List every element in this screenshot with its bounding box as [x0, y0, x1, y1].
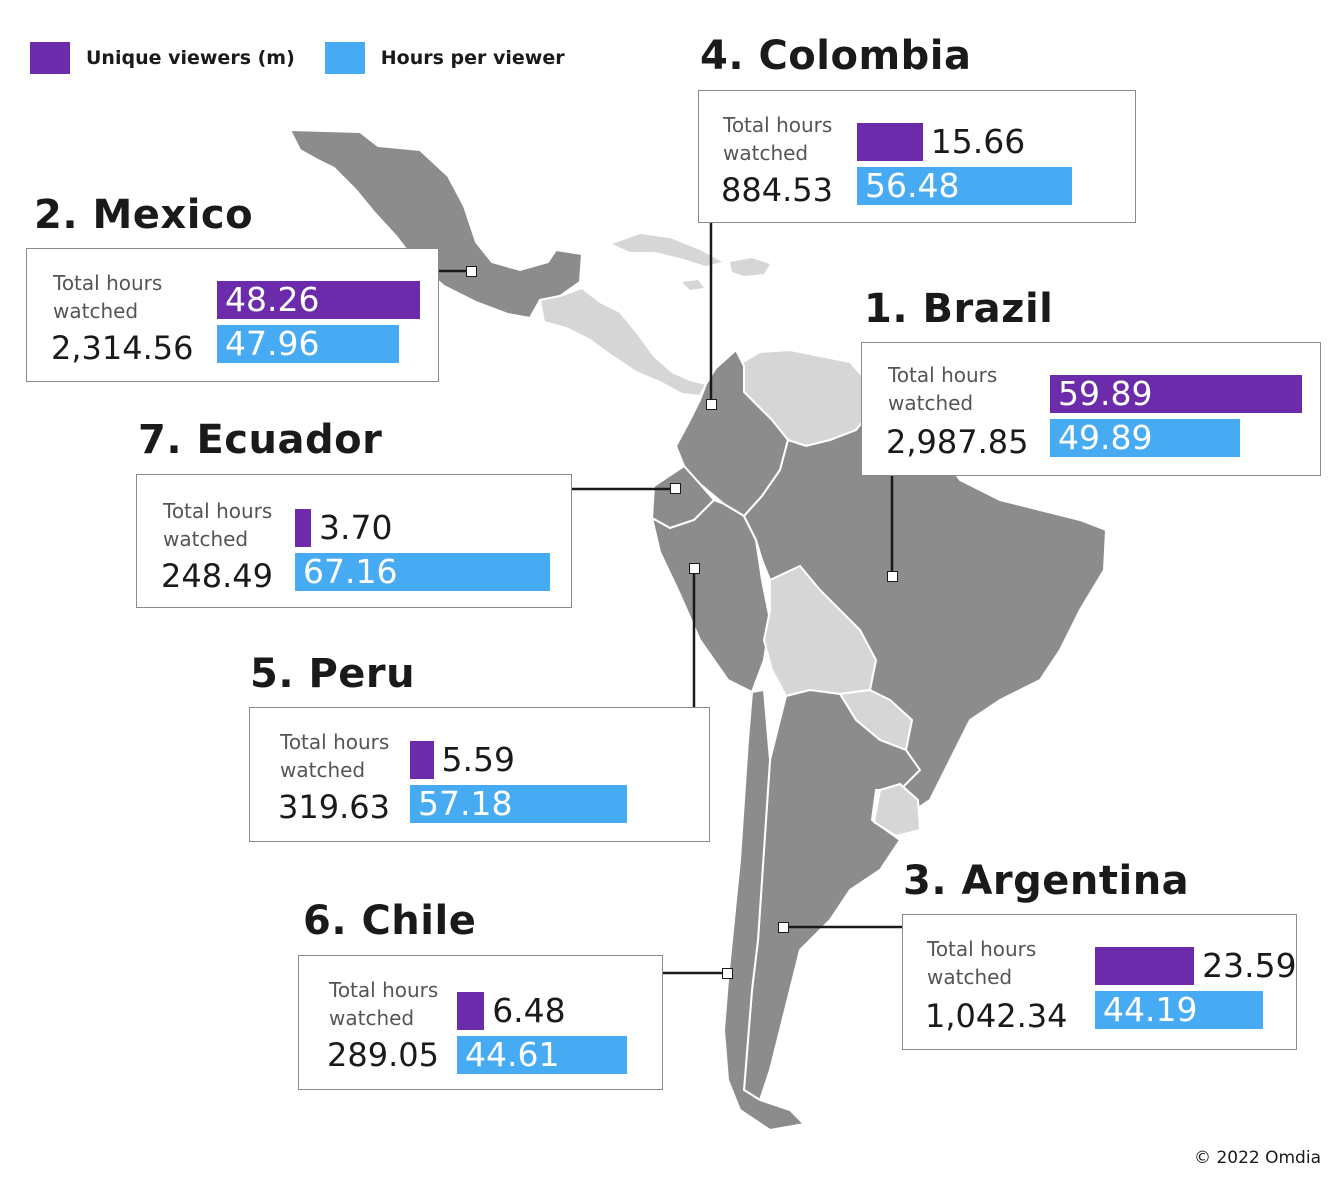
unique-viewers-value: 59.89: [1058, 374, 1153, 413]
country-title: 1. Brazil: [864, 286, 1054, 332]
country-title: 4. Colombia: [700, 33, 972, 79]
country-card: Total hours watched 248.49 3.70 67.16: [136, 474, 572, 608]
total-hours-value: 884.53: [721, 171, 833, 209]
hours-per-viewer-value: 44.61: [465, 1035, 560, 1074]
hours-per-viewer-bar: [217, 325, 400, 363]
copyright-notice: © 2022 Omdia: [1194, 1148, 1321, 1168]
uruguay-shape: [872, 782, 922, 838]
country-title: 7. Ecuador: [138, 417, 383, 463]
total-hours-value: 2,987.85: [886, 423, 1029, 461]
legend-label-unique-viewers: Unique viewers (m): [86, 47, 295, 69]
legend-swatch-hours-per-viewer: [324, 42, 365, 74]
unique-viewers-bar: [1095, 947, 1195, 985]
hours-per-viewer-value: 57.18: [418, 784, 513, 823]
total-hours-label: Total hours watched: [927, 937, 1037, 989]
argentina-marker: [778, 922, 789, 933]
ecuador-marker: [670, 483, 681, 494]
hours-per-viewer-bar: [410, 785, 628, 823]
country-title: 6. Chile: [303, 898, 477, 944]
country-title: 3. Argentina: [903, 858, 1190, 904]
total-hours-value: 248.49: [161, 557, 273, 595]
total-hours-value: 319.63: [278, 788, 390, 826]
unique-viewers-value: 48.26: [225, 280, 320, 319]
peru-marker: [689, 563, 700, 574]
total-hours-label: Total hours watched: [888, 363, 998, 415]
legend-swatch-unique-viewers: [30, 42, 70, 74]
unique-viewers-bar: [857, 123, 923, 161]
hours-per-viewer-value: 67.16: [303, 552, 398, 591]
country-title: 2. Mexico: [34, 192, 254, 238]
legend-label-hours-per-viewer: Hours per viewer: [380, 47, 565, 69]
total-hours-value: 1,042.34: [925, 997, 1068, 1035]
chile-shape: [722, 688, 807, 1132]
unique-viewers-bar: [295, 509, 311, 547]
unique-viewers-value: 23.59: [1202, 946, 1297, 985]
unique-viewers-value: 3.70: [319, 508, 393, 547]
mexico-marker: [466, 266, 477, 277]
unique-viewers-bar: [1050, 375, 1302, 413]
country-card: Total hours watched 2,314.56 48.26 47.96: [26, 248, 439, 382]
hours-per-viewer-bar: [1095, 991, 1263, 1029]
country-card: Total hours watched 1,042.34 23.59 44.19: [902, 914, 1297, 1050]
hours-per-viewer-bar: [1050, 419, 1240, 457]
country-card: Total hours watched 884.53 15.66 56.48: [698, 90, 1136, 223]
chile-marker: [722, 968, 733, 979]
unique-viewers-bar: [410, 741, 434, 779]
hours-per-viewer-value: 47.96: [225, 324, 320, 363]
hours-per-viewer-value: 49.89: [1058, 418, 1153, 457]
total-hours-value: 2,314.56: [51, 329, 194, 367]
total-hours-label: Total hours watched: [723, 113, 833, 165]
unique-viewers-value: 15.66: [930, 122, 1026, 161]
country-card: Total hours watched 289.05 6.48 44.61: [298, 955, 663, 1090]
total-hours-value: 289.05: [327, 1036, 439, 1074]
total-hours-label: Total hours watched: [53, 271, 163, 323]
total-hours-label: Total hours watched: [280, 730, 390, 782]
jamaica-shape: [682, 280, 704, 290]
country-card: Total hours watched 2,987.85 59.89 49.89: [861, 342, 1321, 476]
hours-per-viewer-value: 56.48: [865, 166, 960, 205]
unique-viewers-bar: [217, 281, 420, 319]
hours-per-viewer-bar: [457, 1036, 627, 1074]
hispaniola-shape: [730, 258, 770, 276]
unique-viewers-bar: [457, 992, 485, 1030]
brazil-marker: [887, 571, 898, 582]
unique-viewers-value: 5.59: [441, 740, 515, 779]
cuba-shape: [612, 234, 722, 266]
peru-shape: [650, 498, 772, 694]
hours-per-viewer-bar: [295, 553, 551, 591]
total-hours-label: Total hours watched: [163, 499, 273, 551]
total-hours-label: Total hours watched: [329, 978, 439, 1030]
country-card: Total hours watched 319.63 5.59 57.18: [249, 707, 710, 842]
hours-per-viewer-value: 44.19: [1103, 990, 1198, 1029]
unique-viewers-value: 6.48: [492, 991, 566, 1030]
country-title: 5. Peru: [250, 651, 416, 697]
colombia-marker: [706, 399, 717, 410]
legend: Unique viewers (m) Hours per viewer: [30, 42, 595, 74]
hours-per-viewer-bar: [857, 167, 1072, 205]
